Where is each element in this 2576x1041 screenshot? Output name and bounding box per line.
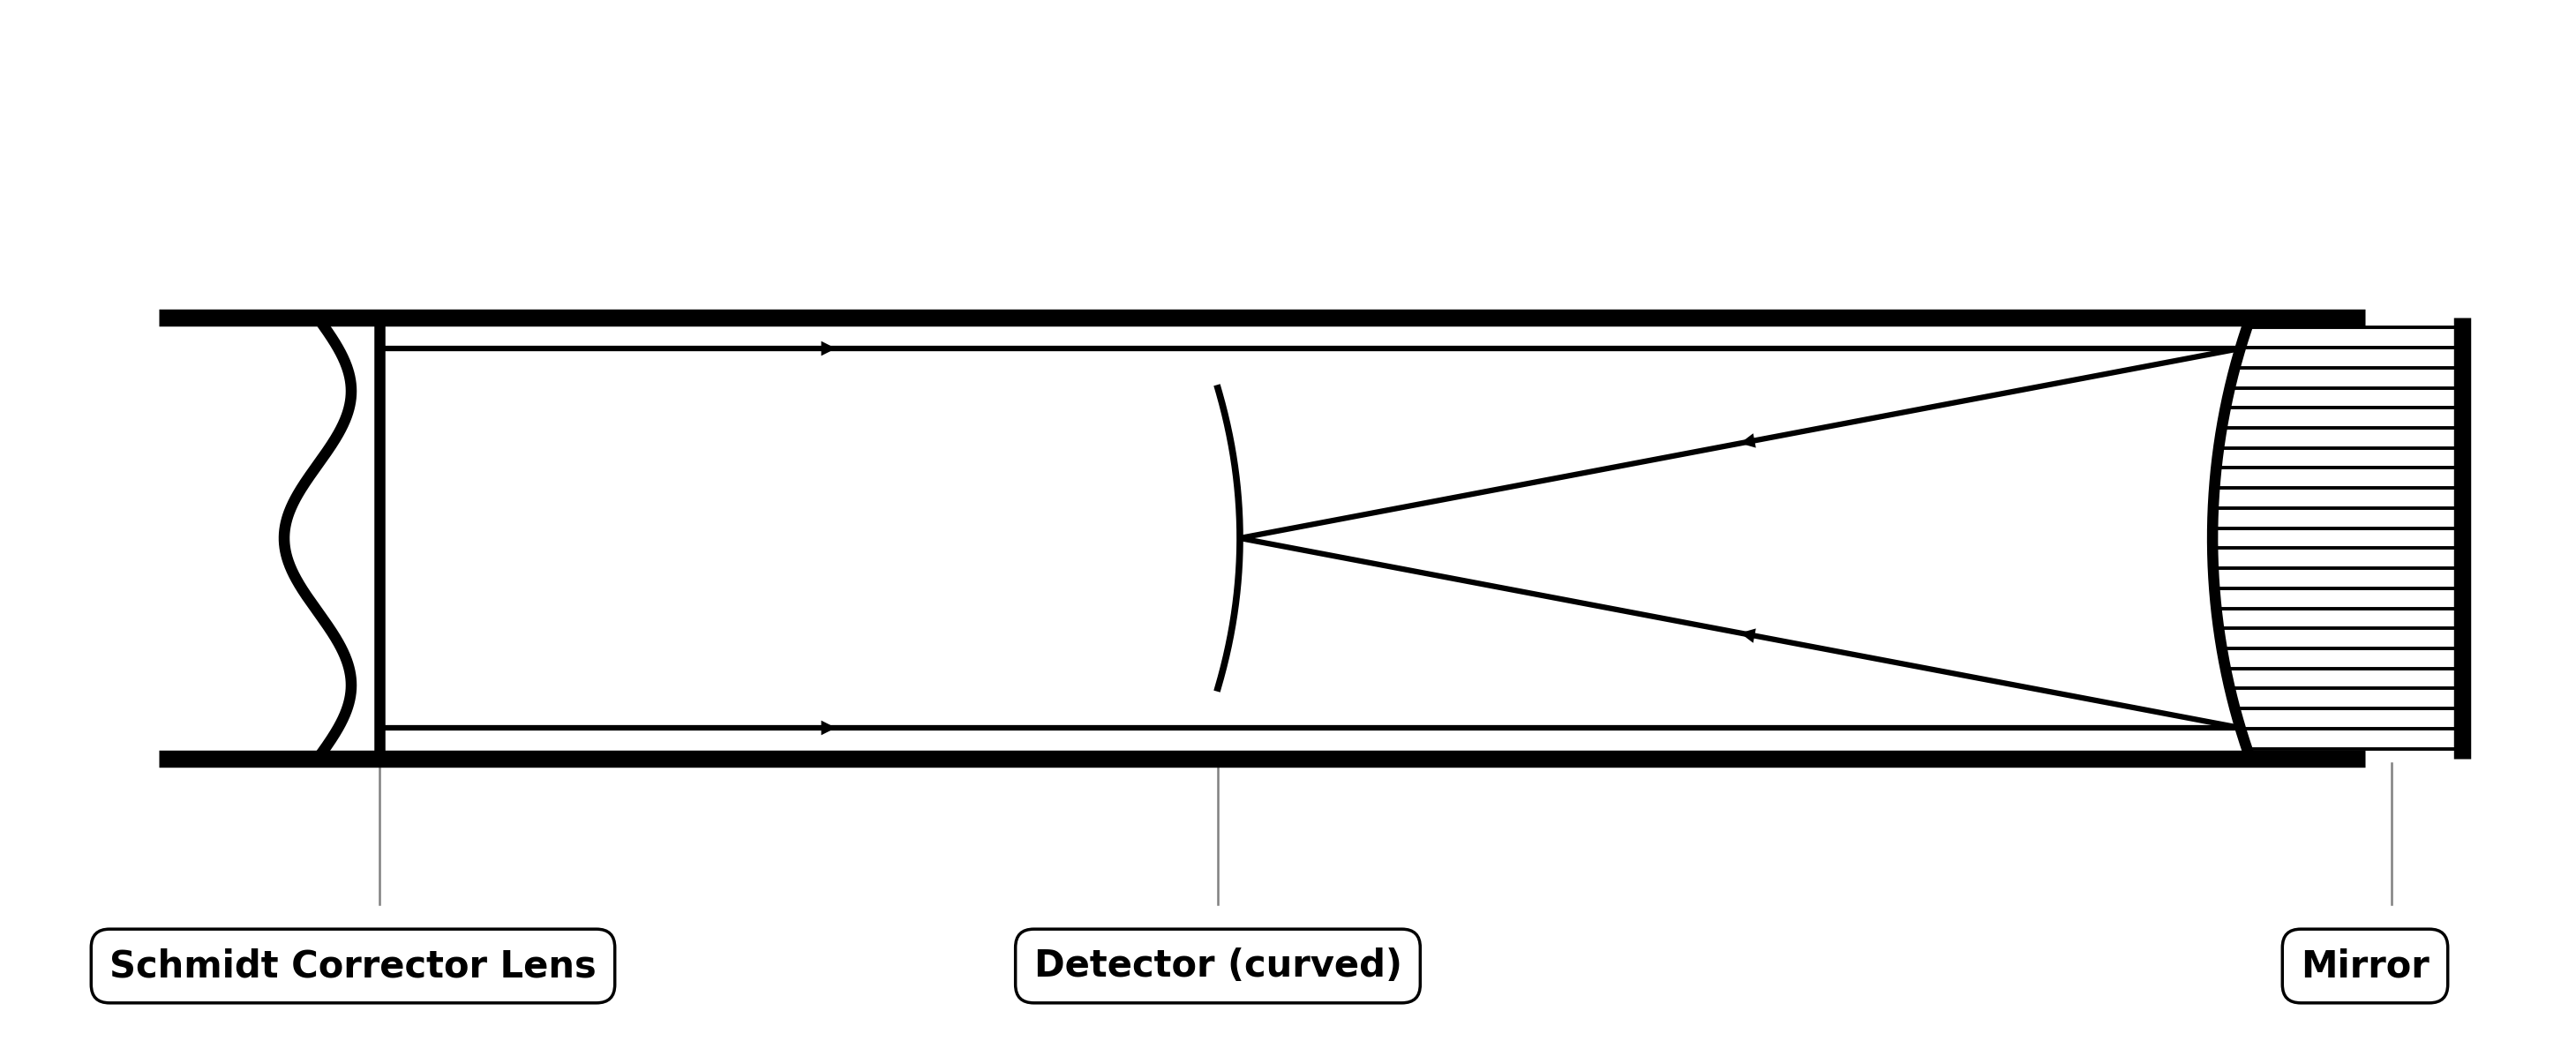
Text: Schmidt Corrector Lens: Schmidt Corrector Lens	[111, 947, 598, 985]
Text: Mirror: Mirror	[2300, 947, 2429, 985]
Text: Detector (curved): Detector (curved)	[1033, 947, 1401, 985]
